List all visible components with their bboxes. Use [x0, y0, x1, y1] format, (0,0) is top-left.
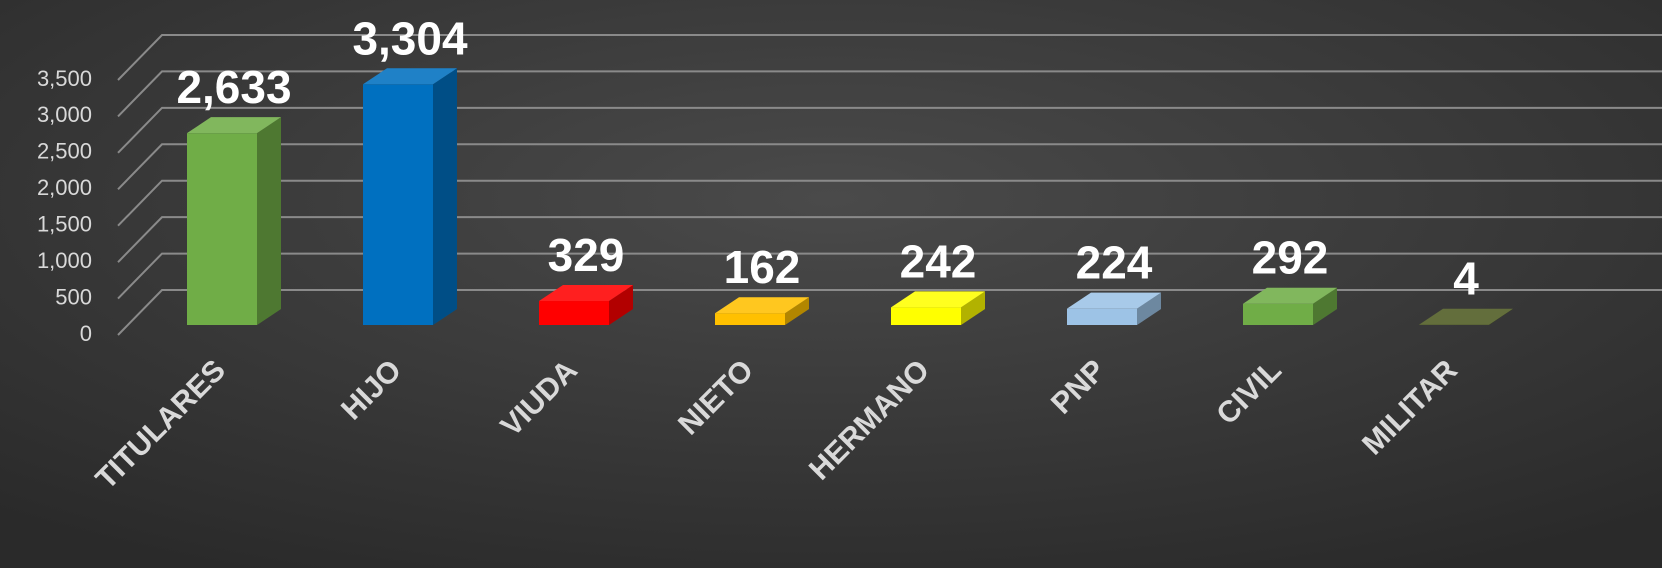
bar-top [539, 285, 633, 302]
bar-side-shade [609, 285, 633, 325]
y-tick-label: 2,500 [37, 139, 92, 164]
bar-top-shade [891, 291, 985, 308]
bar-side [785, 297, 809, 325]
y-tick-label: 1,500 [37, 212, 92, 237]
bar-side [961, 291, 985, 325]
y-tick-label: 0 [80, 321, 92, 346]
bar-top-shade [715, 297, 809, 314]
bar [363, 84, 433, 325]
grid-line [117, 143, 1662, 190]
grid-line [117, 34, 1662, 81]
grid-line [117, 70, 1662, 118]
y-tick-label: 500 [55, 284, 92, 309]
y-tick-label: 2,000 [37, 175, 92, 200]
bar-top [187, 117, 281, 134]
y-tick-label: 1,000 [37, 248, 92, 273]
bar-side [257, 117, 281, 325]
bar-top [1243, 287, 1337, 304]
bar-top-shade [363, 68, 457, 85]
bar [891, 307, 961, 325]
bar [1243, 303, 1313, 325]
bar-top [891, 291, 985, 308]
bar-side-shade [785, 297, 809, 325]
bar [539, 301, 609, 325]
bar-top [715, 297, 809, 314]
bar-top [363, 68, 457, 85]
bar-side-shade [257, 117, 281, 325]
bar-top-shade [1243, 287, 1337, 304]
value-label: 3,304 [352, 12, 468, 64]
bar-top [1067, 292, 1161, 309]
bar [715, 313, 785, 325]
bar-top-shade [187, 117, 281, 134]
grid-line [117, 252, 1662, 300]
bar-side [433, 68, 457, 325]
value-label: 2,633 [176, 61, 291, 113]
bar-top-shade [1067, 292, 1161, 309]
value-label: 329 [548, 229, 625, 281]
bar-side-shade [1137, 292, 1161, 325]
grid-line [117, 106, 1662, 154]
grid-line [117, 179, 1662, 227]
bar-side [609, 285, 633, 325]
bar-side-shade [433, 68, 457, 325]
value-label: 292 [1252, 232, 1329, 284]
value-label: 162 [724, 241, 801, 293]
bar-side-shade [1313, 287, 1337, 325]
bar [187, 133, 257, 325]
bar-side [1313, 287, 1337, 325]
bar-side-shade [1489, 308, 1513, 325]
bar-side-shade [961, 291, 985, 325]
y-tick-label: 3,000 [37, 102, 92, 127]
bar-side [1489, 308, 1513, 325]
bar [1067, 308, 1137, 325]
grid-line [117, 216, 1662, 263]
value-label: 224 [1076, 237, 1153, 289]
bar-top-shade [1419, 308, 1513, 325]
y-tick-label: 3,500 [37, 66, 92, 91]
value-label: 242 [900, 235, 977, 287]
value-label: 4 [1453, 253, 1479, 305]
bar-side [1137, 292, 1161, 325]
grid-line [117, 289, 1662, 336]
bar-top [1419, 308, 1513, 325]
bar-top-shade [539, 285, 633, 302]
